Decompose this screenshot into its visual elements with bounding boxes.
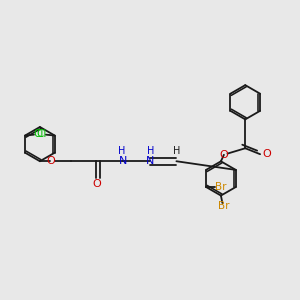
Text: H: H bbox=[173, 146, 180, 156]
Text: Cl: Cl bbox=[36, 129, 46, 139]
Text: O: O bbox=[92, 179, 101, 189]
Text: H: H bbox=[148, 146, 155, 156]
Text: Cl: Cl bbox=[33, 129, 43, 139]
Text: Br: Br bbox=[218, 201, 230, 211]
Text: H: H bbox=[118, 146, 125, 156]
Text: N: N bbox=[146, 156, 154, 166]
Text: O: O bbox=[262, 149, 271, 159]
Text: O: O bbox=[220, 150, 228, 160]
Text: N: N bbox=[119, 156, 127, 166]
Text: Br: Br bbox=[215, 182, 227, 192]
Text: O: O bbox=[46, 156, 55, 166]
